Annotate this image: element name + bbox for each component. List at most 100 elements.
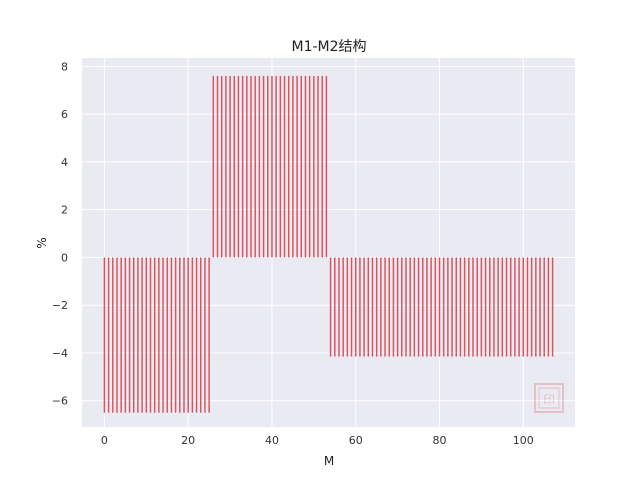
bar [530,257,533,357]
bar [283,75,286,258]
bar [287,75,290,258]
bar [246,75,248,258]
bar [346,257,349,357]
bar [518,257,520,357]
bar [447,257,449,357]
x-tick-label: 80 [432,434,446,447]
bar [514,257,516,357]
bar [308,75,311,258]
bar [116,257,118,413]
bar [258,75,261,258]
bar [371,257,374,357]
y-tick-label: −6 [52,395,68,408]
bars [103,75,554,413]
bar [275,75,277,258]
bar [241,75,244,258]
bar [237,75,240,258]
bar [367,257,370,357]
bar [384,257,386,357]
y-tick-label: 2 [61,204,68,217]
bar [334,257,336,357]
x-tick-label: 100 [513,434,534,447]
bar [279,75,282,258]
bar [459,257,462,357]
bar [158,257,160,413]
bar [535,257,537,357]
bar [489,257,491,357]
bar [338,257,340,357]
bar [380,257,382,357]
bar [321,75,323,258]
bar [208,257,210,413]
bar [405,257,407,357]
bar [120,257,122,413]
bar [442,257,445,357]
bar [149,257,152,413]
bar [183,257,185,413]
bar [388,257,390,357]
bar [543,257,545,357]
bar [317,75,319,258]
bar [137,257,139,413]
y-axis-label: % [35,237,49,248]
bar [124,257,127,413]
grid [82,58,575,427]
bar [112,257,114,413]
bar [422,257,424,357]
plot-background [82,58,575,427]
y-tick-label: −2 [52,299,68,312]
bar [401,257,403,357]
x-axis-label: M [324,454,334,468]
y-tick-label: 4 [61,156,68,169]
bar [350,257,353,357]
x-tick-label: 0 [101,434,108,447]
bar [329,257,332,357]
bar [505,257,508,357]
bar [547,257,550,357]
bar [526,257,529,357]
bar [174,257,177,413]
bar [271,75,273,258]
bar [254,75,256,258]
bar [191,257,194,413]
bar [476,257,478,357]
bar [292,75,294,258]
bar [426,257,428,357]
bar [313,75,315,258]
bar [392,257,395,357]
bar [204,257,206,413]
bar [354,257,357,357]
bar [430,257,432,357]
x-tick-label: 20 [181,434,195,447]
seal-text: 印 [543,393,555,407]
bar [216,75,219,258]
bar [250,75,252,258]
y-tick-label: −4 [52,347,68,360]
bar [220,75,223,258]
bar [132,257,135,413]
bar [434,257,437,357]
bar [375,257,378,357]
bar [103,257,106,413]
bar [484,257,487,357]
bar [451,257,453,357]
seal-watermark: 印 [534,383,564,413]
bar [539,257,541,357]
bar [359,257,361,357]
bar [296,75,298,258]
bar [229,75,231,258]
bar [300,75,303,258]
bar [267,75,269,258]
y-tick-label: 0 [61,251,68,264]
bar [233,75,235,258]
bar [128,257,131,413]
bar [468,257,470,357]
bar [497,257,499,357]
bar [162,257,164,413]
bar [463,257,466,357]
bar [480,257,483,357]
bar [200,257,202,413]
bar [501,257,504,357]
